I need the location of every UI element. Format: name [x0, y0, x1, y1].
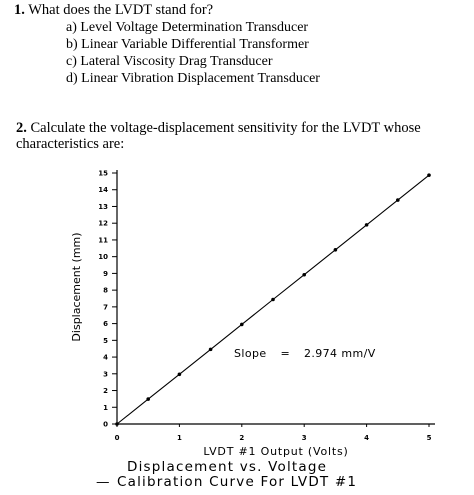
- y-tick-label: 2: [103, 387, 108, 395]
- data-point: [427, 173, 431, 177]
- y-tick-label: 4: [103, 354, 108, 362]
- y-tick-label: 10: [98, 253, 108, 261]
- data-point: [271, 297, 275, 302]
- data-point: [146, 397, 150, 401]
- x-tick-label: 5: [427, 434, 432, 442]
- question-2-line-1: 2. Calculate the voltage-displacement se…: [16, 120, 421, 136]
- y-tick-label: 15: [98, 170, 108, 178]
- question-1-option-a: a) Level Voltage Determination Transduce…: [66, 20, 309, 35]
- y-tick-label: 13: [98, 203, 108, 211]
- data-point: [364, 223, 369, 227]
- slope-label: Slope: [234, 347, 267, 360]
- data-point: [302, 272, 307, 277]
- data-points: [115, 173, 431, 426]
- x-tick-label: 2: [239, 434, 244, 442]
- x-axis-label: LVDT #1 Output (Volts): [203, 445, 348, 458]
- slope-annotation: Slope = 2.974 mm/V: [234, 347, 376, 360]
- chart-axes: [112, 170, 435, 427]
- y-tick-label: 0: [103, 421, 108, 429]
- caption-line-1: Displacement vs. Voltage: [127, 459, 328, 475]
- caption-line-2: Calibration Curve For LVDT #1: [117, 474, 358, 490]
- x-tick-label: 4: [364, 434, 369, 442]
- y-tick-label: 14: [98, 186, 108, 194]
- y-tick-label: 8: [103, 287, 108, 295]
- y-tick-label: 9: [103, 270, 108, 278]
- question-2-number: 2.: [16, 120, 27, 136]
- slope-value: 2.974 mm/V: [304, 347, 376, 360]
- question-2-text-line-2: characteristics are:: [16, 136, 125, 152]
- y-axis-label: Displacement (mm): [70, 232, 83, 341]
- y-tick-label: 5: [103, 337, 108, 345]
- question-1-option-d: d) Linear Vibration Displacement Transdu…: [66, 71, 320, 86]
- question-1-title: 1. What does the LVDT stand for?: [14, 2, 213, 18]
- x-tick-labels: 0 1 2 3 4 5: [115, 434, 432, 442]
- y-tick-label: 3: [103, 370, 108, 378]
- x-tick-label: 1: [177, 434, 182, 442]
- data-point: [115, 422, 119, 426]
- data-point: [396, 198, 400, 202]
- data-point: [208, 347, 213, 352]
- y-tick-label: 1: [103, 404, 108, 412]
- question-1-option-b: b) Linear Variable Differential Transfor…: [66, 37, 309, 52]
- y-tick-label: 12: [98, 220, 108, 228]
- data-point: [240, 322, 244, 327]
- question-1-number: 1.: [14, 2, 25, 18]
- data-point: [333, 248, 338, 252]
- question-2-text-line-1: Calculate the voltage-displacement sensi…: [30, 120, 421, 136]
- y-tick-label: 11: [98, 236, 108, 244]
- question-1-text: What does the LVDT stand for?: [28, 2, 214, 18]
- x-tick-label: 3: [302, 434, 307, 442]
- y-tick-label: 7: [103, 303, 108, 311]
- slope-equals: =: [280, 347, 290, 360]
- x-tick-label: 0: [115, 434, 120, 442]
- y-tick-label: 6: [103, 320, 108, 328]
- data-point: [177, 372, 182, 377]
- caption-dash: —: [96, 474, 111, 490]
- question-1-option-c: c) Lateral Viscosity Drag Transducer: [66, 54, 273, 69]
